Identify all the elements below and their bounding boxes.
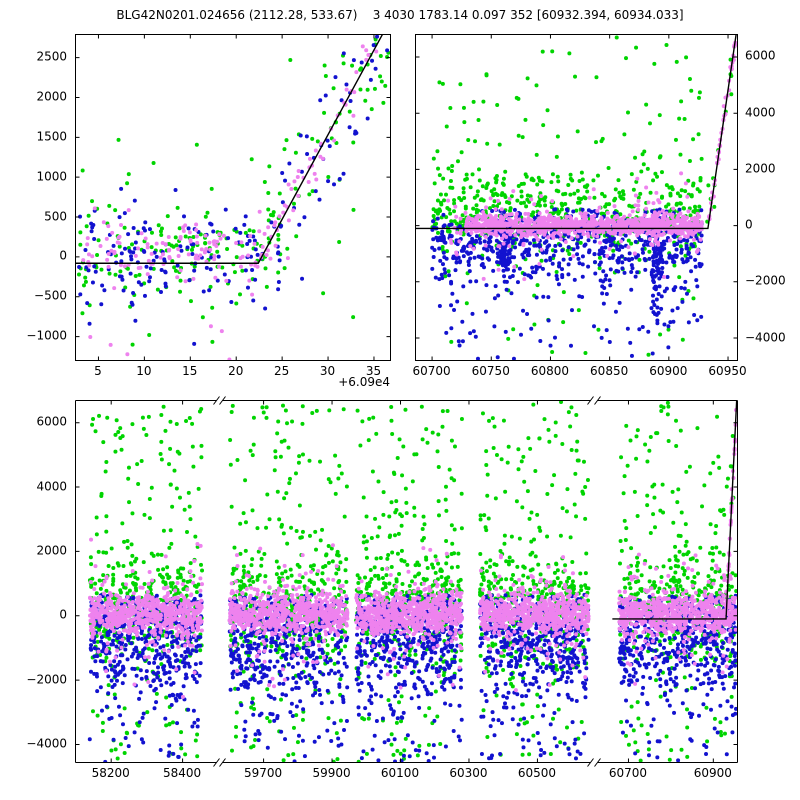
x-tick-label: 10 xyxy=(136,364,152,378)
y-tick-label: 2000 xyxy=(745,161,776,176)
x-tick-label: 25 xyxy=(273,364,290,378)
y-tick-label: 2000 xyxy=(36,543,67,558)
x-tick-label: 60850 xyxy=(590,364,629,378)
panel-bottom: 58200 58400 59700 59900 60100 60300 60500 60700… xyxy=(26,390,747,780)
y-tick-label: 0 xyxy=(59,607,67,622)
x-tick-label: 15 xyxy=(182,364,198,378)
x-tick-label: 60700 xyxy=(412,364,451,378)
y-tick-label: −1000 xyxy=(26,328,67,343)
x-tick-label: 60100 xyxy=(380,766,420,780)
x-tick-label: 58400 xyxy=(162,766,202,780)
y-tick-label: 6000 xyxy=(36,414,67,429)
y-tick-label: 4000 xyxy=(36,479,67,494)
y-tick-label: −2000 xyxy=(26,672,67,687)
x-tick-label: 60900 xyxy=(649,364,688,378)
x-tick-label: 30 xyxy=(319,364,336,378)
y-tick-label: 0 xyxy=(59,248,67,263)
x-tick-label: 60500 xyxy=(517,766,557,780)
x-tick-label: 59700 xyxy=(243,766,283,780)
panel-top-right: 60700 60750 60800 60850 60900 60950 −4000 −2000… xyxy=(405,24,786,378)
y-tick-label: 6000 xyxy=(745,48,776,63)
x-tick-label: 60900 xyxy=(693,766,732,780)
chart-title: BLG42N0201.024656 (2112.28, 533.67) 3 40… xyxy=(116,8,684,22)
y-tick-label: −4000 xyxy=(745,330,786,345)
x-tick-label: 60750 xyxy=(471,364,510,378)
x-tick-label: 58200 xyxy=(91,766,130,780)
x-tick-label: 5 xyxy=(94,364,102,378)
y-tick-label: 1000 xyxy=(36,169,67,184)
y-tick-label: 4000 xyxy=(745,105,776,120)
bottom-plot-canvas xyxy=(65,390,747,772)
x-tick-label: 60950 xyxy=(708,364,747,378)
top-right-plot-canvas xyxy=(405,24,747,370)
y-tick-label: −4000 xyxy=(26,736,67,751)
top-left-plot-canvas xyxy=(65,24,400,370)
x-tick-label: 60300 xyxy=(449,766,488,780)
y-tick-label: −500 xyxy=(34,288,67,303)
panel-top-left: 5 10 15 20 25 30 35 −1000 −500 0 500 1000 1500 2000 25… xyxy=(26,24,400,378)
x-axis-offset-label: +6.09e4 xyxy=(338,375,390,389)
x-tick-label: 60800 xyxy=(530,364,570,378)
y-tick-label: 2500 xyxy=(36,49,67,64)
x-tick-label: 60700 xyxy=(608,766,648,780)
x-tick-label: 35 xyxy=(365,364,382,378)
y-tick-label: −2000 xyxy=(745,273,786,288)
y-tick-label: 1500 xyxy=(36,129,67,144)
x-tick-label: 59900 xyxy=(312,766,351,780)
x-tick-label: 20 xyxy=(228,364,244,378)
y-tick-label: 500 xyxy=(44,209,67,224)
y-tick-label: 0 xyxy=(745,217,753,232)
y-tick-label: 2000 xyxy=(36,89,67,104)
